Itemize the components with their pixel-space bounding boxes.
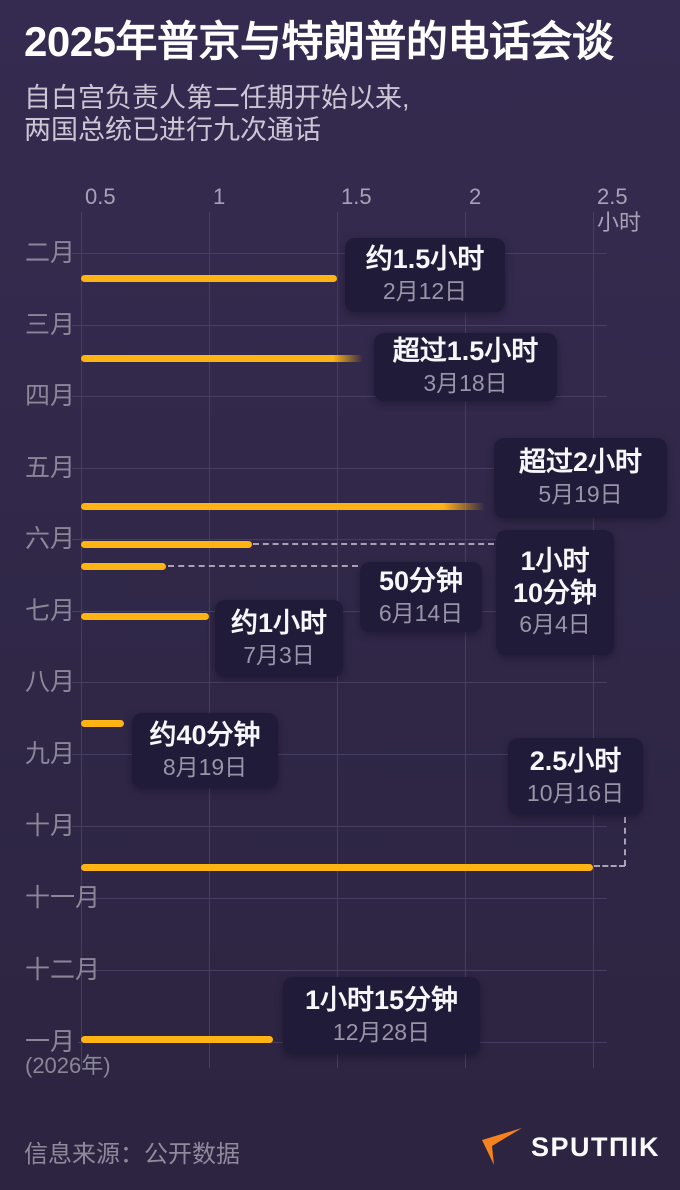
call-date-label: 8月19日: [162, 753, 248, 780]
x-gridline: [81, 212, 82, 1068]
call-duration-bar: [81, 354, 363, 362]
month-gridline: [72, 468, 607, 469]
callout-connector-dashed: [594, 865, 625, 867]
call-duration-label: 50分钟: [378, 566, 464, 597]
call-callout: 2.5小时 10月16日: [508, 738, 643, 815]
call-duration-bar: [81, 502, 485, 510]
call-date-label: 6月14日: [378, 600, 464, 627]
month-label: 十月: [25, 812, 76, 840]
call-callout: 超过1.5小时 3月18日: [374, 333, 557, 401]
subtitle-line-1: 自白宫负责人第二任期开始以来,: [24, 83, 410, 113]
call-date-label: 12月28日: [332, 1018, 431, 1045]
call-date-label: 10月16日: [526, 779, 625, 806]
sputnik-dart-icon: [481, 1128, 522, 1165]
x-tick-label: 2: [469, 184, 482, 209]
month-label: 九月: [25, 740, 76, 768]
brand-wordmark: SPUTΠIK: [530, 1131, 660, 1162]
call-callout: 50分钟 6月14日: [360, 562, 482, 632]
call-callout: 1小时15分钟 12月28日: [283, 977, 480, 1054]
call-duration-bar: [81, 863, 593, 871]
month-label: 一月: [25, 1028, 76, 1056]
x-gridline: [209, 212, 210, 1068]
call-date-label: 6月4日: [519, 611, 591, 638]
brand-logo: SPUTΠIK: [481, 1128, 660, 1166]
call-callout: 超过2小时 5月19日: [494, 438, 667, 518]
call-duration-label: 超过1.5小时: [392, 336, 539, 367]
month-label: 十二月: [25, 956, 101, 984]
month-gridline: [72, 396, 607, 397]
call-duration-label: 超过2小时: [518, 447, 643, 478]
call-callout: 1小时 10分钟 6月4日: [496, 530, 614, 655]
call-duration-bar: [81, 612, 209, 620]
month-label: 六月: [25, 525, 76, 553]
call-date-label: 2月12日: [382, 278, 468, 305]
source-note: 信息来源：公开数据: [24, 1141, 240, 1168]
x-axis-unit-label: 小时: [597, 210, 642, 235]
x-tick-label: 2.5: [597, 184, 628, 209]
year-note-label: (2026年): [25, 1053, 111, 1078]
month-label: 五月: [25, 454, 76, 482]
call-callout: 约1小时 7月3日: [215, 600, 343, 677]
callout-connector-dashed: [624, 817, 626, 866]
call-duration-bar: [81, 1035, 273, 1043]
x-gridline: [465, 212, 466, 1068]
month-gridline: [92, 898, 607, 899]
month-gridline: [72, 253, 607, 254]
x-tick-label: 1: [213, 184, 226, 209]
call-duration-label: 1小时15分钟: [304, 984, 459, 1015]
month-gridline: [92, 970, 607, 971]
call-callout: 约1.5小时 2月12日: [345, 238, 505, 312]
call-duration-label: 2.5小时: [529, 745, 622, 776]
call-date-label: 5月19日: [538, 481, 623, 508]
month-label: 八月: [25, 668, 76, 696]
call-date-label: 7月3日: [243, 641, 315, 668]
subtitle-line-2: 两国总统已进行九次通话: [24, 115, 321, 146]
month-gridline: [72, 826, 607, 827]
month-label: 十一月: [25, 884, 101, 912]
x-tick-label: 0.5: [85, 184, 116, 209]
month-gridline: [72, 325, 607, 326]
month-label: 三月: [25, 311, 76, 339]
subtitle: 自白宫负责人第二任期开始以来, 两国总统已进行九次通话: [24, 82, 624, 147]
month-gridline: [72, 539, 607, 540]
call-duration-label: 1小时: [520, 545, 590, 576]
call-callout: 约40分钟 8月19日: [132, 713, 278, 788]
call-duration-bar: [81, 562, 166, 570]
call-duration-bar: [81, 540, 252, 548]
call-duration-label: 约40分钟: [149, 719, 261, 750]
call-duration-label: 约1.5小时: [365, 244, 485, 275]
callout-connector-dashed: [253, 543, 494, 545]
call-duration-label: 10分钟: [512, 577, 598, 608]
call-duration-bar: [81, 719, 124, 727]
month-gridline: [72, 682, 607, 683]
page-title: 2025年普京与特朗普的电话会谈: [24, 18, 614, 65]
month-label: 二月: [25, 239, 76, 267]
call-duration-label: 约1小时: [230, 607, 328, 638]
month-gridline: [72, 754, 607, 755]
call-duration-bar: [81, 274, 337, 282]
call-date-label: 3月18日: [423, 370, 508, 397]
month-label: 七月: [25, 597, 76, 625]
x-tick-label: 1.5: [341, 184, 372, 209]
callout-connector-dashed: [168, 565, 358, 567]
month-label: 四月: [25, 382, 76, 410]
